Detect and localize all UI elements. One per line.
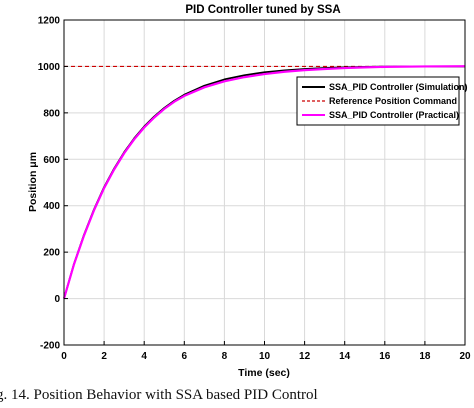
figure-caption: g. 14. Position Behavior with SSA based … <box>0 387 318 403</box>
legend-label-1: Reference Position Command <box>329 96 457 106</box>
legend-label-0: SSA_PID Controller (Simulation) <box>329 82 468 92</box>
chart: PID Controller tuned by SSA 0 2 4 6 8 10 12 14 1… <box>27 4 471 379</box>
x-tick-label: 20 <box>459 351 471 362</box>
x-tick-label: 0 <box>61 351 67 362</box>
x-tick-label: 4 <box>141 351 147 362</box>
tick-labels: 0 2 4 6 8 10 12 14 16 18 20-2000200400600800100012… <box>38 16 471 363</box>
y-tick-label: 200 <box>43 248 60 259</box>
y-tick-label: 600 <box>43 155 60 166</box>
y-tick-label: -200 <box>40 341 60 352</box>
x-tick-label: 8 <box>222 351 228 362</box>
chart-title: PID Controller tuned by SSA <box>185 4 340 16</box>
x-tick-label: 12 <box>299 351 311 362</box>
series-layer <box>62 65 466 299</box>
x-tick-label: 18 <box>419 351 431 362</box>
x-tick-label: 2 <box>101 351 107 362</box>
series-line-2 <box>62 65 466 299</box>
legend-label-2: SSA_PID Controller (Practical) <box>329 110 459 120</box>
x-tick-label: 16 <box>379 351 391 362</box>
x-tick-label: 10 <box>259 351 271 362</box>
x-tick-label: 6 <box>182 351 188 362</box>
x-tick-label: 14 <box>339 351 351 362</box>
y-axis-label: Position μm <box>27 152 39 212</box>
y-tick-label: 400 <box>43 201 60 212</box>
x-axis-label: Time (sec) <box>238 367 290 379</box>
y-tick-label: 0 <box>54 294 60 305</box>
y-tick-label: 1200 <box>38 16 61 27</box>
y-tick-label: 1000 <box>38 62 61 73</box>
y-tick-label: 800 <box>43 108 60 119</box>
legend: SSA_PID Controller (Simulation) Reference… <box>296 76 468 126</box>
